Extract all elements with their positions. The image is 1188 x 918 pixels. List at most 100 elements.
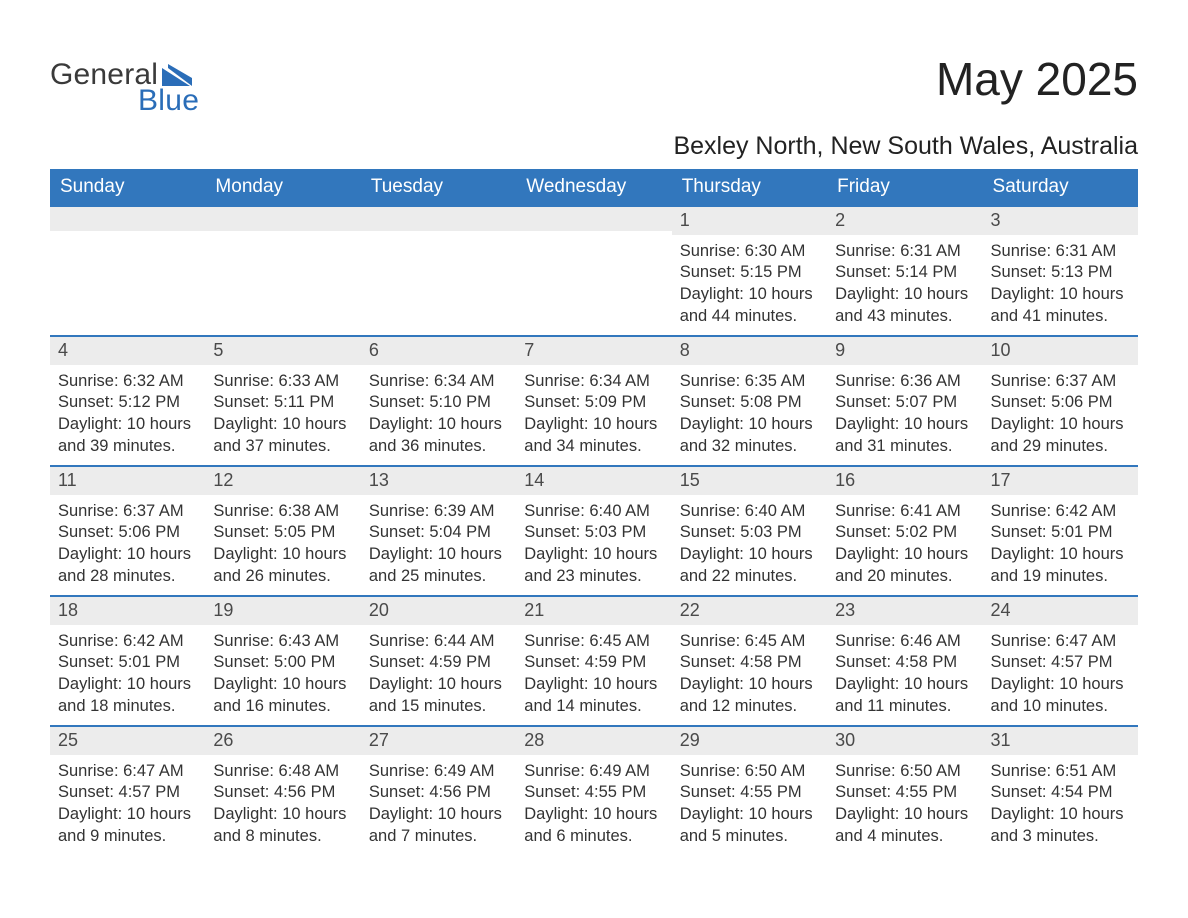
brand-logo: General Blue (50, 58, 199, 118)
daylight-line: Daylight: 10 hours and 11 minutes. (835, 674, 974, 718)
sunrise-line: Sunrise: 6:36 AM (835, 371, 974, 393)
daylight-line: Daylight: 10 hours and 3 minutes. (991, 804, 1130, 848)
sunset-line: Sunset: 5:00 PM (213, 652, 352, 674)
sunset-line: Sunset: 5:04 PM (369, 522, 508, 544)
sunrise-line: Sunrise: 6:43 AM (213, 631, 352, 653)
sunset-line: Sunset: 4:54 PM (991, 782, 1130, 804)
day-number: 18 (50, 595, 205, 625)
calendar-day-cell: 28Sunrise: 6:49 AMSunset: 4:55 PMDayligh… (516, 725, 671, 855)
calendar-day-cell: 22Sunrise: 6:45 AMSunset: 4:58 PMDayligh… (672, 595, 827, 725)
daylight-line: Daylight: 10 hours and 26 minutes. (213, 544, 352, 588)
calendar-day-cell: 26Sunrise: 6:48 AMSunset: 4:56 PMDayligh… (205, 725, 360, 855)
sunset-line: Sunset: 5:07 PM (835, 392, 974, 414)
day-details: Sunrise: 6:44 AMSunset: 4:59 PMDaylight:… (361, 625, 516, 722)
calendar-day-cell: 24Sunrise: 6:47 AMSunset: 4:57 PMDayligh… (983, 595, 1138, 725)
calendar-table: SundayMondayTuesdayWednesdayThursdayFrid… (50, 169, 1138, 855)
empty-day-bar (205, 205, 360, 231)
sunrise-line: Sunrise: 6:47 AM (991, 631, 1130, 653)
sunrise-line: Sunrise: 6:49 AM (524, 761, 663, 783)
day-details: Sunrise: 6:36 AMSunset: 5:07 PMDaylight:… (827, 365, 982, 462)
daylight-line: Daylight: 10 hours and 6 minutes. (524, 804, 663, 848)
day-number: 21 (516, 595, 671, 625)
calendar-day-cell: 20Sunrise: 6:44 AMSunset: 4:59 PMDayligh… (361, 595, 516, 725)
day-details: Sunrise: 6:42 AMSunset: 5:01 PMDaylight:… (50, 625, 205, 722)
sunrise-line: Sunrise: 6:34 AM (369, 371, 508, 393)
calendar-day-cell: 17Sunrise: 6:42 AMSunset: 5:01 PMDayligh… (983, 465, 1138, 595)
sunrise-line: Sunrise: 6:44 AM (369, 631, 508, 653)
sunset-line: Sunset: 5:08 PM (680, 392, 819, 414)
day-number: 26 (205, 725, 360, 755)
calendar-day-cell: 11Sunrise: 6:37 AMSunset: 5:06 PMDayligh… (50, 465, 205, 595)
daylight-line: Daylight: 10 hours and 19 minutes. (991, 544, 1130, 588)
sunrise-line: Sunrise: 6:42 AM (991, 501, 1130, 523)
daylight-line: Daylight: 10 hours and 7 minutes. (369, 804, 508, 848)
sunset-line: Sunset: 5:06 PM (991, 392, 1130, 414)
calendar-row: 18Sunrise: 6:42 AMSunset: 5:01 PMDayligh… (50, 595, 1138, 725)
daylight-line: Daylight: 10 hours and 9 minutes. (58, 804, 197, 848)
empty-day-bar (50, 205, 205, 231)
day-details: Sunrise: 6:30 AMSunset: 5:15 PMDaylight:… (672, 235, 827, 332)
calendar-day-cell: 21 Sunrise: 6:45 AMSunset: 4:59 PMDayligh… (516, 595, 671, 725)
sunrise-line: Sunrise: 6:50 AM (680, 761, 819, 783)
daylight-line: Daylight: 10 hours and 37 minutes. (213, 414, 352, 458)
weekday-header: Tuesday (361, 169, 516, 205)
sunset-line: Sunset: 5:12 PM (58, 392, 197, 414)
calendar-row: 25Sunrise: 6:47 AMSunset: 4:57 PMDayligh… (50, 725, 1138, 855)
day-number: 7 (516, 335, 671, 365)
brand-flag-icon (162, 64, 196, 86)
day-number: 15 (672, 465, 827, 495)
sunrise-line: Sunrise: 6:32 AM (58, 371, 197, 393)
calendar-day-cell: 2Sunrise: 6:31 AMSunset: 5:14 PMDaylight… (827, 205, 982, 335)
daylight-line: Daylight: 10 hours and 32 minutes. (680, 414, 819, 458)
day-details: Sunrise: 6:50 AMSunset: 4:55 PMDaylight:… (672, 755, 827, 852)
day-number: 24 (983, 595, 1138, 625)
sunrise-line: Sunrise: 6:46 AM (835, 631, 974, 653)
sunset-line: Sunset: 5:14 PM (835, 262, 974, 284)
sunrise-line: Sunrise: 6:48 AM (213, 761, 352, 783)
day-details: Sunrise: 6:46 AMSunset: 4:58 PMDaylight:… (827, 625, 982, 722)
daylight-line: Daylight: 10 hours and 36 minutes. (369, 414, 508, 458)
day-number: 13 (361, 465, 516, 495)
header-row: General Blue May 2025 (50, 48, 1138, 118)
calendar-page: General Blue May 2025 Bexley North, New … (0, 0, 1188, 918)
calendar-day-cell: 27Sunrise: 6:49 AMSunset: 4:56 PMDayligh… (361, 725, 516, 855)
day-number: 27 (361, 725, 516, 755)
sunrise-line: Sunrise: 6:45 AM (680, 631, 819, 653)
day-number: 12 (205, 465, 360, 495)
sunrise-line: Sunrise: 6:38 AM (213, 501, 352, 523)
sunrise-line: Sunrise: 6:45 AM (524, 631, 663, 653)
sunrise-line: Sunrise: 6:37 AM (58, 501, 197, 523)
calendar-day-cell: 12Sunrise: 6:38 AMSunset: 5:05 PMDayligh… (205, 465, 360, 595)
sunrise-line: Sunrise: 6:37 AM (991, 371, 1130, 393)
sunset-line: Sunset: 5:11 PM (213, 392, 352, 414)
day-details: Sunrise: 6:45 AMSunset: 4:58 PMDaylight:… (672, 625, 827, 722)
weekday-header: Friday (827, 169, 982, 205)
sunrise-line: Sunrise: 6:31 AM (991, 241, 1130, 263)
calendar-day-cell: 4Sunrise: 6:32 AMSunset: 5:12 PMDaylight… (50, 335, 205, 465)
sunset-line: Sunset: 5:15 PM (680, 262, 819, 284)
weekday-header: Saturday (983, 169, 1138, 205)
calendar-day-cell: 30Sunrise: 6:50 AMSunset: 4:55 PMDayligh… (827, 725, 982, 855)
weekday-row: SundayMondayTuesdayWednesdayThursdayFrid… (50, 169, 1138, 205)
day-number: 2 (827, 205, 982, 235)
calendar-day-cell: 23Sunrise: 6:46 AMSunset: 4:58 PMDayligh… (827, 595, 982, 725)
sunrise-line: Sunrise: 6:42 AM (58, 631, 197, 653)
day-number: 22 (672, 595, 827, 625)
day-number: 23 (827, 595, 982, 625)
day-details: Sunrise: 6:31 AMSunset: 5:14 PMDaylight:… (827, 235, 982, 332)
day-number: 25 (50, 725, 205, 755)
weekday-header: Sunday (50, 169, 205, 205)
calendar-day-cell: 8Sunrise: 6:35 AMSunset: 5:08 PMDaylight… (672, 335, 827, 465)
daylight-line: Daylight: 10 hours and 14 minutes. (524, 674, 663, 718)
sunrise-line: Sunrise: 6:40 AM (524, 501, 663, 523)
calendar-day-cell: 10Sunrise: 6:37 AMSunset: 5:06 PMDayligh… (983, 335, 1138, 465)
day-number: 3 (983, 205, 1138, 235)
sunset-line: Sunset: 5:09 PM (524, 392, 663, 414)
day-number: 20 (361, 595, 516, 625)
day-number: 28 (516, 725, 671, 755)
sunset-line: Sunset: 4:59 PM (524, 652, 663, 674)
day-details: Sunrise: 6:32 AMSunset: 5:12 PMDaylight:… (50, 365, 205, 462)
daylight-line: Daylight: 10 hours and 43 minutes. (835, 284, 974, 328)
daylight-line: Daylight: 10 hours and 39 minutes. (58, 414, 197, 458)
weekday-header: Monday (205, 169, 360, 205)
